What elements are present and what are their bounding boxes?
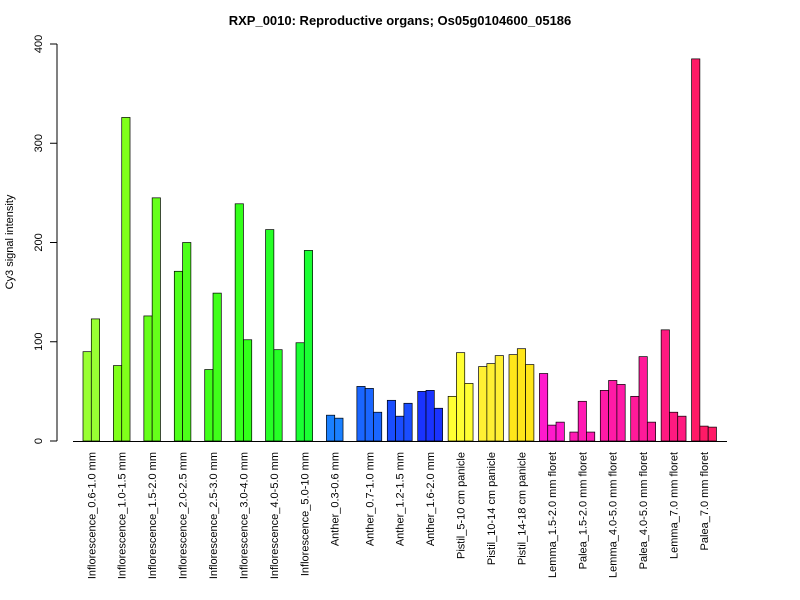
bar xyxy=(569,431,579,442)
category-label: Lemma_7.0 mm floret xyxy=(669,452,681,559)
chart-title: RXP_0010: Reproductive organs; Os05g0104… xyxy=(229,13,572,28)
bar xyxy=(447,395,457,442)
bar xyxy=(433,407,443,442)
bar xyxy=(547,424,557,442)
bar xyxy=(677,415,687,442)
bar xyxy=(395,415,405,442)
bar xyxy=(630,395,640,442)
bar xyxy=(113,365,123,442)
category-label: Palea_1.5-2.0 mm floret xyxy=(577,452,589,569)
bar xyxy=(691,58,701,442)
bar xyxy=(273,349,283,442)
category-label: Palea_7.0 mm floret xyxy=(699,452,711,550)
bar xyxy=(464,383,474,442)
bar xyxy=(599,390,609,442)
category-label: Inflorescence_3.0-4.0 mm xyxy=(238,452,250,579)
bar xyxy=(555,421,565,442)
category-labels: Inflorescence_0.6-1.0 mm Inflorescence_1.… xyxy=(86,452,711,579)
category-label: Anther_1.6-2.0 mm xyxy=(425,452,437,546)
bar xyxy=(478,366,488,442)
bar xyxy=(265,229,275,442)
bar xyxy=(151,197,161,442)
category-label: Inflorescence_1.0-1.5 mm xyxy=(117,452,129,579)
category-label: Anther_0.3-0.6 mm xyxy=(330,452,342,546)
bar xyxy=(403,402,413,442)
bar xyxy=(669,411,679,442)
y-tick-label: 200 xyxy=(33,233,45,251)
bar xyxy=(356,386,366,442)
category-label: Inflorescence_1.5-2.0 mm xyxy=(147,452,159,579)
bar xyxy=(373,411,383,442)
category-label: Pistil_10-14 cm panicle xyxy=(486,452,498,565)
bar xyxy=(204,369,214,442)
bar xyxy=(508,354,518,442)
bar xyxy=(121,117,131,442)
y-tick-label: 100 xyxy=(33,333,45,351)
bar xyxy=(516,348,526,442)
category-label: Pistil_14-18 cm panicle xyxy=(516,452,528,565)
category-label: Lemma_1.5-2.0 mm floret xyxy=(547,452,559,578)
bar xyxy=(303,250,313,442)
bar xyxy=(577,400,587,442)
bar xyxy=(295,342,305,442)
category-label: Inflorescence_2.0-2.5 mm xyxy=(178,452,190,579)
category-label: Palea_4.0-5.0 mm floret xyxy=(638,452,650,569)
bar xyxy=(707,426,717,442)
bar xyxy=(386,399,396,442)
category-label: Anther_0.7-1.0 mm xyxy=(364,452,376,546)
bar xyxy=(143,315,153,442)
category-label: Inflorescence_5.0-10 mm xyxy=(299,452,311,576)
y-tick-label: 400 xyxy=(33,35,45,53)
bar xyxy=(616,384,626,442)
bar xyxy=(660,329,670,442)
y-axis-label: Cy3 signal intensity xyxy=(4,194,16,289)
bar xyxy=(494,355,504,442)
bars-group xyxy=(82,58,717,442)
bar xyxy=(486,363,496,442)
category-label: Lemma_4.0-5.0 mm floret xyxy=(608,452,620,578)
bar xyxy=(646,421,656,442)
category-label: Inflorescence_0.6-1.0 mm xyxy=(86,452,98,579)
bar xyxy=(525,364,535,442)
bar xyxy=(456,352,466,442)
bar xyxy=(417,391,427,442)
bar xyxy=(586,431,596,442)
bar xyxy=(539,373,549,442)
category-label: Anther_1.2-1.5 mm xyxy=(395,452,407,546)
y-tick-label: 300 xyxy=(33,134,45,152)
bar xyxy=(173,270,183,442)
bar xyxy=(182,242,192,442)
bar xyxy=(90,318,100,442)
bar xyxy=(326,414,336,442)
bar xyxy=(243,339,253,442)
category-label: Pistil_5-10 cm panicle xyxy=(456,452,468,559)
bar xyxy=(608,380,618,442)
bar xyxy=(82,351,92,442)
category-label: Inflorescence_4.0-5.0 mm xyxy=(269,452,281,579)
y-axis-ticks: 0 100 200 300 400 xyxy=(33,35,57,444)
bar xyxy=(638,356,648,442)
category-label: Inflorescence_2.5-3.0 mm xyxy=(208,452,220,579)
bar xyxy=(334,417,344,442)
bar xyxy=(425,390,435,442)
bar xyxy=(364,388,374,442)
y-tick-label: 0 xyxy=(33,438,45,444)
bar xyxy=(699,425,709,442)
bar xyxy=(234,203,244,442)
bar xyxy=(212,292,222,442)
